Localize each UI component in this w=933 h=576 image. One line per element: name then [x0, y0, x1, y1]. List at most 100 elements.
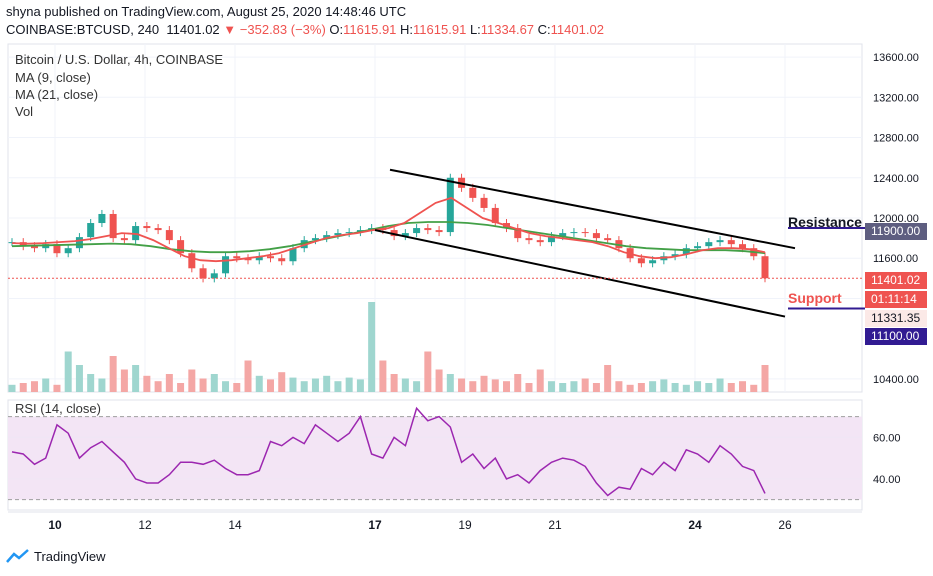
- candle-body: [514, 228, 522, 239]
- volume-bar: [637, 383, 645, 392]
- candle-body: [109, 213, 117, 239]
- volume-bar: [694, 381, 702, 392]
- candle-body: [446, 177, 454, 233]
- volume-bar: [143, 375, 151, 392]
- volume-bar: [547, 381, 555, 392]
- volume-bar: [435, 369, 443, 392]
- candle-body: [210, 273, 218, 279]
- volume-bar: [177, 383, 185, 392]
- candle-body: [592, 233, 600, 239]
- candle-body: [424, 228, 432, 231]
- volume-bar: [761, 365, 769, 392]
- candle-body: [671, 254, 679, 257]
- candle-body: [727, 240, 735, 245]
- last-price: 11401.02: [166, 22, 220, 37]
- candle-body: [435, 230, 443, 233]
- candle-body: [266, 256, 274, 259]
- candle-body: [649, 260, 657, 264]
- candle-body: [177, 240, 185, 254]
- publish-info: shyna published on TradingView.com, Augu…: [6, 4, 407, 19]
- volume-bar: [300, 381, 308, 392]
- volume-bar: [727, 383, 735, 392]
- price-tick-label: 13600.00: [873, 52, 919, 64]
- high-value: 11615.91: [413, 22, 467, 37]
- countdown-tag: 01:11:14: [865, 291, 927, 308]
- volume-bar: [19, 383, 27, 392]
- volume-bar: [750, 384, 758, 392]
- symbol-label: COINBASE:BTCUSD, 240: [6, 22, 160, 37]
- volume-bar: [379, 360, 387, 392]
- candle-body: [289, 248, 297, 262]
- volume-bar: [132, 365, 140, 392]
- volume-bar: [42, 378, 50, 392]
- volume-bar: [739, 381, 747, 392]
- candle-body: [188, 253, 196, 269]
- volume-bar: [109, 356, 117, 392]
- volume-bar: [604, 365, 612, 392]
- volume-legend[interactable]: Vol: [15, 104, 34, 119]
- volume-bar: [334, 381, 342, 392]
- candle-body: [334, 233, 342, 236]
- rsi-line: [11, 406, 766, 497]
- time-tick-label: 19: [458, 518, 472, 532]
- volume-bar: [671, 383, 679, 392]
- close-value: 11401.02: [550, 22, 604, 37]
- volume-bar: [491, 379, 499, 392]
- volume-bar: [592, 383, 600, 392]
- candle-body: [75, 237, 83, 249]
- candle-body: [491, 207, 499, 224]
- volume-bar: [278, 372, 286, 392]
- price-tick-label: 12000.00: [873, 213, 919, 225]
- time-tick-label: 17: [368, 518, 382, 532]
- close-label: C:: [537, 22, 551, 37]
- volume-bar: [244, 360, 252, 392]
- candle-body: [739, 244, 747, 249]
- volume-bar: [570, 381, 578, 392]
- time-tick-label: 26: [778, 518, 792, 532]
- rsi-legend[interactable]: RSI (14, close): [15, 401, 101, 416]
- volume-bar: [424, 351, 432, 392]
- volume-bar: [503, 381, 511, 392]
- ma9-legend[interactable]: MA (9, close): [15, 70, 91, 85]
- volume-bar: [514, 374, 522, 392]
- candle-body: [604, 238, 612, 241]
- volume-bar: [559, 383, 567, 392]
- rsi-tick-label: 60.00: [873, 432, 901, 444]
- ma-price-tag: 11331.35: [865, 310, 927, 327]
- resistance-price-tag: 11900.00: [865, 223, 927, 240]
- volume-bar: [222, 381, 230, 392]
- candle-body: [255, 256, 263, 261]
- price-tick-label: 12400.00: [873, 173, 919, 185]
- tradingview-logo[interactable]: TradingView: [6, 548, 106, 564]
- volume-bar: [75, 365, 83, 392]
- candle-body: [694, 246, 702, 249]
- resistance-label: Resistance: [788, 214, 862, 230]
- candle-body: [637, 258, 645, 264]
- support-price-tag: 11100.00: [865, 328, 927, 345]
- ma9-line: [11, 196, 766, 263]
- volume-bar: [8, 384, 16, 392]
- down-arrow-icon: ▼: [223, 22, 237, 37]
- ma21-legend[interactable]: MA (21, close): [15, 87, 99, 102]
- candle-body: [98, 213, 106, 224]
- tradingview-logo-icon: [6, 549, 29, 563]
- volume-bar: [255, 375, 263, 392]
- volume-bar: [87, 374, 95, 392]
- volume-bar: [536, 369, 544, 392]
- volume-bar: [660, 379, 668, 392]
- candle-body: [469, 187, 477, 198]
- support-label: Support: [788, 290, 842, 306]
- volume-bar: [165, 374, 173, 392]
- volume-bar: [413, 381, 421, 392]
- volume-bar: [649, 381, 657, 392]
- candle-body: [87, 223, 95, 238]
- candle-body: [244, 258, 252, 261]
- open-label: O:: [329, 22, 344, 37]
- candle-body: [53, 244, 61, 254]
- price-tick-label: 13200.00: [873, 92, 919, 104]
- candle-body: [64, 248, 72, 254]
- time-tick-label: 12: [138, 518, 152, 532]
- time-tick-label: 14: [228, 518, 242, 532]
- candle-body: [559, 233, 567, 237]
